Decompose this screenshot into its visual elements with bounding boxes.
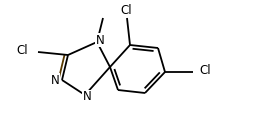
Text: Cl: Cl	[16, 44, 28, 57]
Text: Cl: Cl	[199, 64, 211, 77]
Text: N: N	[96, 33, 104, 46]
Text: N: N	[51, 73, 59, 86]
Text: Cl: Cl	[120, 4, 132, 16]
Text: N: N	[83, 91, 91, 104]
